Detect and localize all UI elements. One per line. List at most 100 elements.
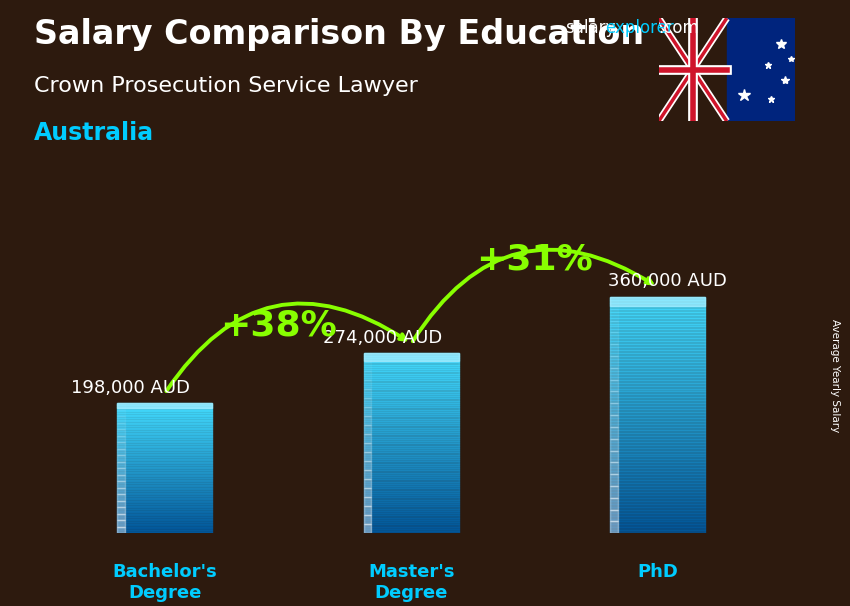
Bar	[117, 514, 125, 521]
Bar	[364, 491, 459, 493]
Bar	[117, 514, 212, 516]
Bar	[117, 436, 125, 442]
Bar	[610, 501, 706, 504]
Bar	[610, 427, 706, 430]
Bar	[364, 396, 459, 398]
Bar	[610, 465, 706, 468]
Bar	[364, 425, 371, 435]
Bar	[364, 498, 459, 499]
Text: .com: .com	[659, 19, 700, 38]
Bar	[610, 398, 706, 401]
Bar	[364, 527, 459, 529]
Bar	[364, 435, 371, 444]
Bar	[610, 347, 706, 350]
Bar	[610, 374, 706, 377]
Bar	[364, 508, 459, 511]
Bar	[364, 466, 459, 468]
Bar	[364, 365, 459, 367]
Bar	[117, 445, 212, 447]
Bar	[117, 470, 212, 471]
Bar	[364, 468, 459, 470]
Bar	[117, 441, 212, 442]
Bar	[610, 297, 706, 307]
Bar	[364, 403, 459, 405]
Bar	[364, 444, 371, 452]
Bar	[364, 488, 459, 491]
Bar	[117, 496, 212, 498]
Bar	[610, 453, 706, 456]
Bar	[364, 419, 459, 421]
Bar	[610, 415, 706, 418]
Bar	[117, 524, 212, 525]
Bar	[117, 468, 125, 474]
Bar	[117, 501, 125, 507]
Bar	[610, 391, 706, 395]
Bar	[364, 441, 459, 444]
Bar	[364, 435, 459, 436]
Bar	[610, 404, 618, 415]
Text: explorer: explorer	[605, 19, 674, 38]
Bar	[610, 341, 706, 344]
Bar	[610, 385, 706, 388]
Bar	[117, 486, 212, 488]
Bar	[364, 475, 459, 477]
Bar	[364, 452, 371, 461]
Bar	[364, 425, 459, 428]
Bar	[610, 324, 706, 327]
Bar	[610, 321, 706, 324]
Bar	[610, 483, 706, 486]
Bar	[117, 429, 125, 436]
Text: Bachelor's
Degree: Bachelor's Degree	[112, 563, 217, 602]
Bar	[610, 430, 706, 433]
Bar	[117, 418, 212, 419]
Bar	[610, 516, 706, 519]
Text: Average Yearly Salary: Average Yearly Salary	[830, 319, 840, 432]
Bar	[364, 520, 459, 522]
Bar	[117, 512, 212, 514]
Bar	[610, 495, 706, 498]
Bar	[364, 362, 371, 371]
Bar	[364, 513, 459, 515]
Bar	[117, 521, 125, 527]
Bar	[117, 465, 212, 467]
Bar	[610, 409, 706, 412]
Bar	[610, 297, 706, 300]
Bar	[117, 485, 212, 486]
Bar	[610, 297, 618, 308]
Bar	[117, 509, 212, 510]
Bar	[364, 477, 459, 479]
Bar	[117, 429, 212, 431]
Bar	[610, 311, 706, 315]
Bar	[364, 423, 459, 425]
Bar	[610, 477, 706, 480]
Bar	[117, 519, 212, 521]
Text: PhD: PhD	[638, 563, 678, 581]
Bar	[610, 486, 706, 489]
Bar	[364, 381, 459, 382]
Bar	[364, 445, 459, 448]
Bar	[117, 404, 212, 405]
Bar	[610, 418, 706, 421]
Bar	[610, 404, 706, 406]
Bar	[364, 452, 459, 454]
Bar	[364, 529, 459, 531]
Bar	[364, 448, 459, 450]
Bar	[117, 447, 212, 449]
Bar	[117, 493, 212, 494]
Bar	[364, 470, 371, 479]
Bar	[117, 507, 212, 509]
Bar	[117, 527, 125, 533]
Bar	[610, 406, 706, 409]
Bar	[364, 444, 459, 445]
Bar	[364, 459, 459, 461]
Bar	[364, 381, 371, 390]
Bar	[364, 479, 371, 488]
Bar	[610, 318, 706, 321]
Bar	[117, 421, 212, 423]
Bar	[117, 499, 212, 501]
Bar	[364, 430, 459, 432]
Bar	[117, 521, 212, 522]
Bar	[117, 423, 212, 424]
Bar	[610, 448, 706, 450]
Bar	[610, 356, 706, 359]
